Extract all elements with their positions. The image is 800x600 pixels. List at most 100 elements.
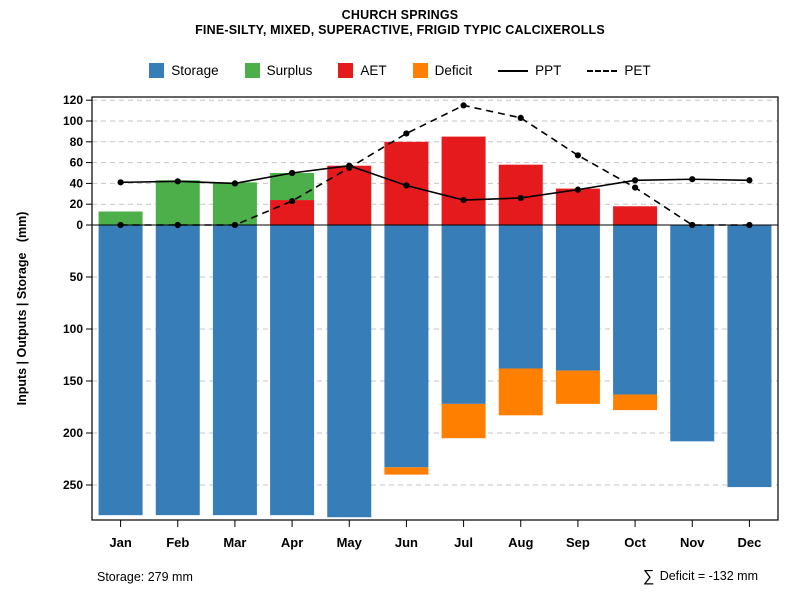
aet-bar-jul [441,136,486,225]
y-tick-label: 150 [63,374,83,388]
legend-line-sample-pet [587,69,618,72]
y-tick-label: 250 [63,478,83,492]
deficit-bar-jun [384,467,429,475]
y-tick-label: 40 [70,176,84,190]
aet-bar-sep [555,188,600,225]
aet-bar-apr [270,200,315,225]
y-axis-title: Inputs | Outputs | Storage (mm) [15,212,29,406]
pet-point [231,221,239,229]
legend-item-surplus: Surplus [244,63,313,78]
ppt-point [117,179,124,186]
surplus-bar-mar [212,182,257,225]
plot-border [91,96,779,521]
pet-point [517,114,524,121]
storage-bar-jun [384,225,429,468]
storage-bar-nov [670,225,715,442]
y-tick-label: 60 [70,156,84,170]
ppt-point [631,177,639,184]
aet-bar-oct [613,206,658,225]
ppt-point [460,196,467,204]
surplus-bar-apr [270,173,315,201]
storage-bar-dec [727,225,772,488]
legend-item-storage: Storage [149,63,219,78]
y-tick-label: 100 [63,322,83,336]
sigma-symbol: ∑ [642,568,655,585]
ppt-point [517,194,524,202]
ppt-point [231,180,239,187]
surplus-bar-jan [98,211,143,225]
legend-swatch-storage [149,63,165,78]
ppt-point [746,177,753,184]
storage-bar-aug [498,225,543,369]
storage-bar-feb [155,225,200,516]
x-tick-label-jul: Jul [454,535,473,550]
deficit-bar-jul [441,403,486,439]
aet-bar-aug [498,164,543,225]
storage-bar-mar [212,225,257,516]
y-tick-label: 0 [76,218,83,232]
chart-title: CHURCH SPRINGS [341,8,459,22]
ppt-point [403,182,410,189]
ppt-point [288,169,296,177]
storage-note: Storage: 279 mm [97,570,193,584]
legend-label-surplus: Surplus [266,63,313,78]
deficit-note-text: Deficit = -132 mm [656,569,758,583]
y-tick-label: 120 [63,93,83,107]
y-tick-label: 20 [70,197,84,211]
legend-item-ppt: PPT [498,63,561,78]
legend-swatch-deficit [412,63,428,78]
ppt-line [120,164,750,201]
surplus-bar-feb [155,180,200,225]
legend-swatch-surplus [244,63,260,78]
x-tick-label-jan: Jan [109,535,131,550]
x-tick-label-may: May [337,535,363,550]
ppt-point [174,178,181,185]
x-tick-label-feb: Feb [166,535,189,550]
pet-point [746,221,753,229]
x-tick-label-aug: Aug [508,535,533,550]
deficit-bar-sep [555,370,600,404]
y-tick-label: 80 [70,135,84,149]
ppt-point [689,176,696,183]
x-tick-label-apr: Apr [281,535,303,550]
pet-point [460,102,467,109]
pet-line [120,104,750,226]
pet-point [117,221,124,229]
legend-item-deficit: Deficit [412,63,472,78]
x-tick-label-oct: Oct [624,535,646,550]
deficit-bar-aug [498,368,543,416]
legend-item-aet: AET [338,63,387,78]
x-tick-label-dec: Dec [737,535,761,550]
storage-bar-jul [441,225,486,404]
storage-bar-jan [98,225,143,516]
ppt-point [346,162,353,169]
pet-point [403,130,410,137]
legend-label-ppt: PPT [535,63,562,78]
x-tick-label-sep: Sep [566,535,590,550]
y-tick-label: 200 [63,426,83,440]
chart-subtitle: FINE-SILTY, MIXED, SUPERACTIVE, FRIGID T… [195,23,605,37]
deficit-bar-oct [613,394,658,411]
x-tick-label-nov: Nov [680,535,705,550]
x-tick-label-jun: Jun [395,535,418,550]
aet-bar-may [327,165,372,225]
legend-label-aet: AET [360,63,387,78]
legend-swatch-aet [338,63,354,78]
chart-legend: Storage Surplus AET Deficit PPT PET [0,63,800,78]
deficit-note: ∑ Deficit = -132 mm [643,568,758,586]
storage-bar-may [327,225,372,518]
ppt-point [574,186,582,193]
storage-bar-sep [555,225,600,371]
pet-point [631,184,639,191]
x-tick-label-mar: Mar [223,535,246,550]
legend-line-sample-ppt [498,69,529,72]
y-tick-label: 100 [63,114,83,128]
storage-bar-oct [613,225,658,395]
storage-bar-apr [270,225,315,516]
pet-point [689,221,696,229]
legend-item-pet: PET [587,63,651,78]
legend-label-storage: Storage [171,63,219,78]
pet-point [174,221,181,229]
